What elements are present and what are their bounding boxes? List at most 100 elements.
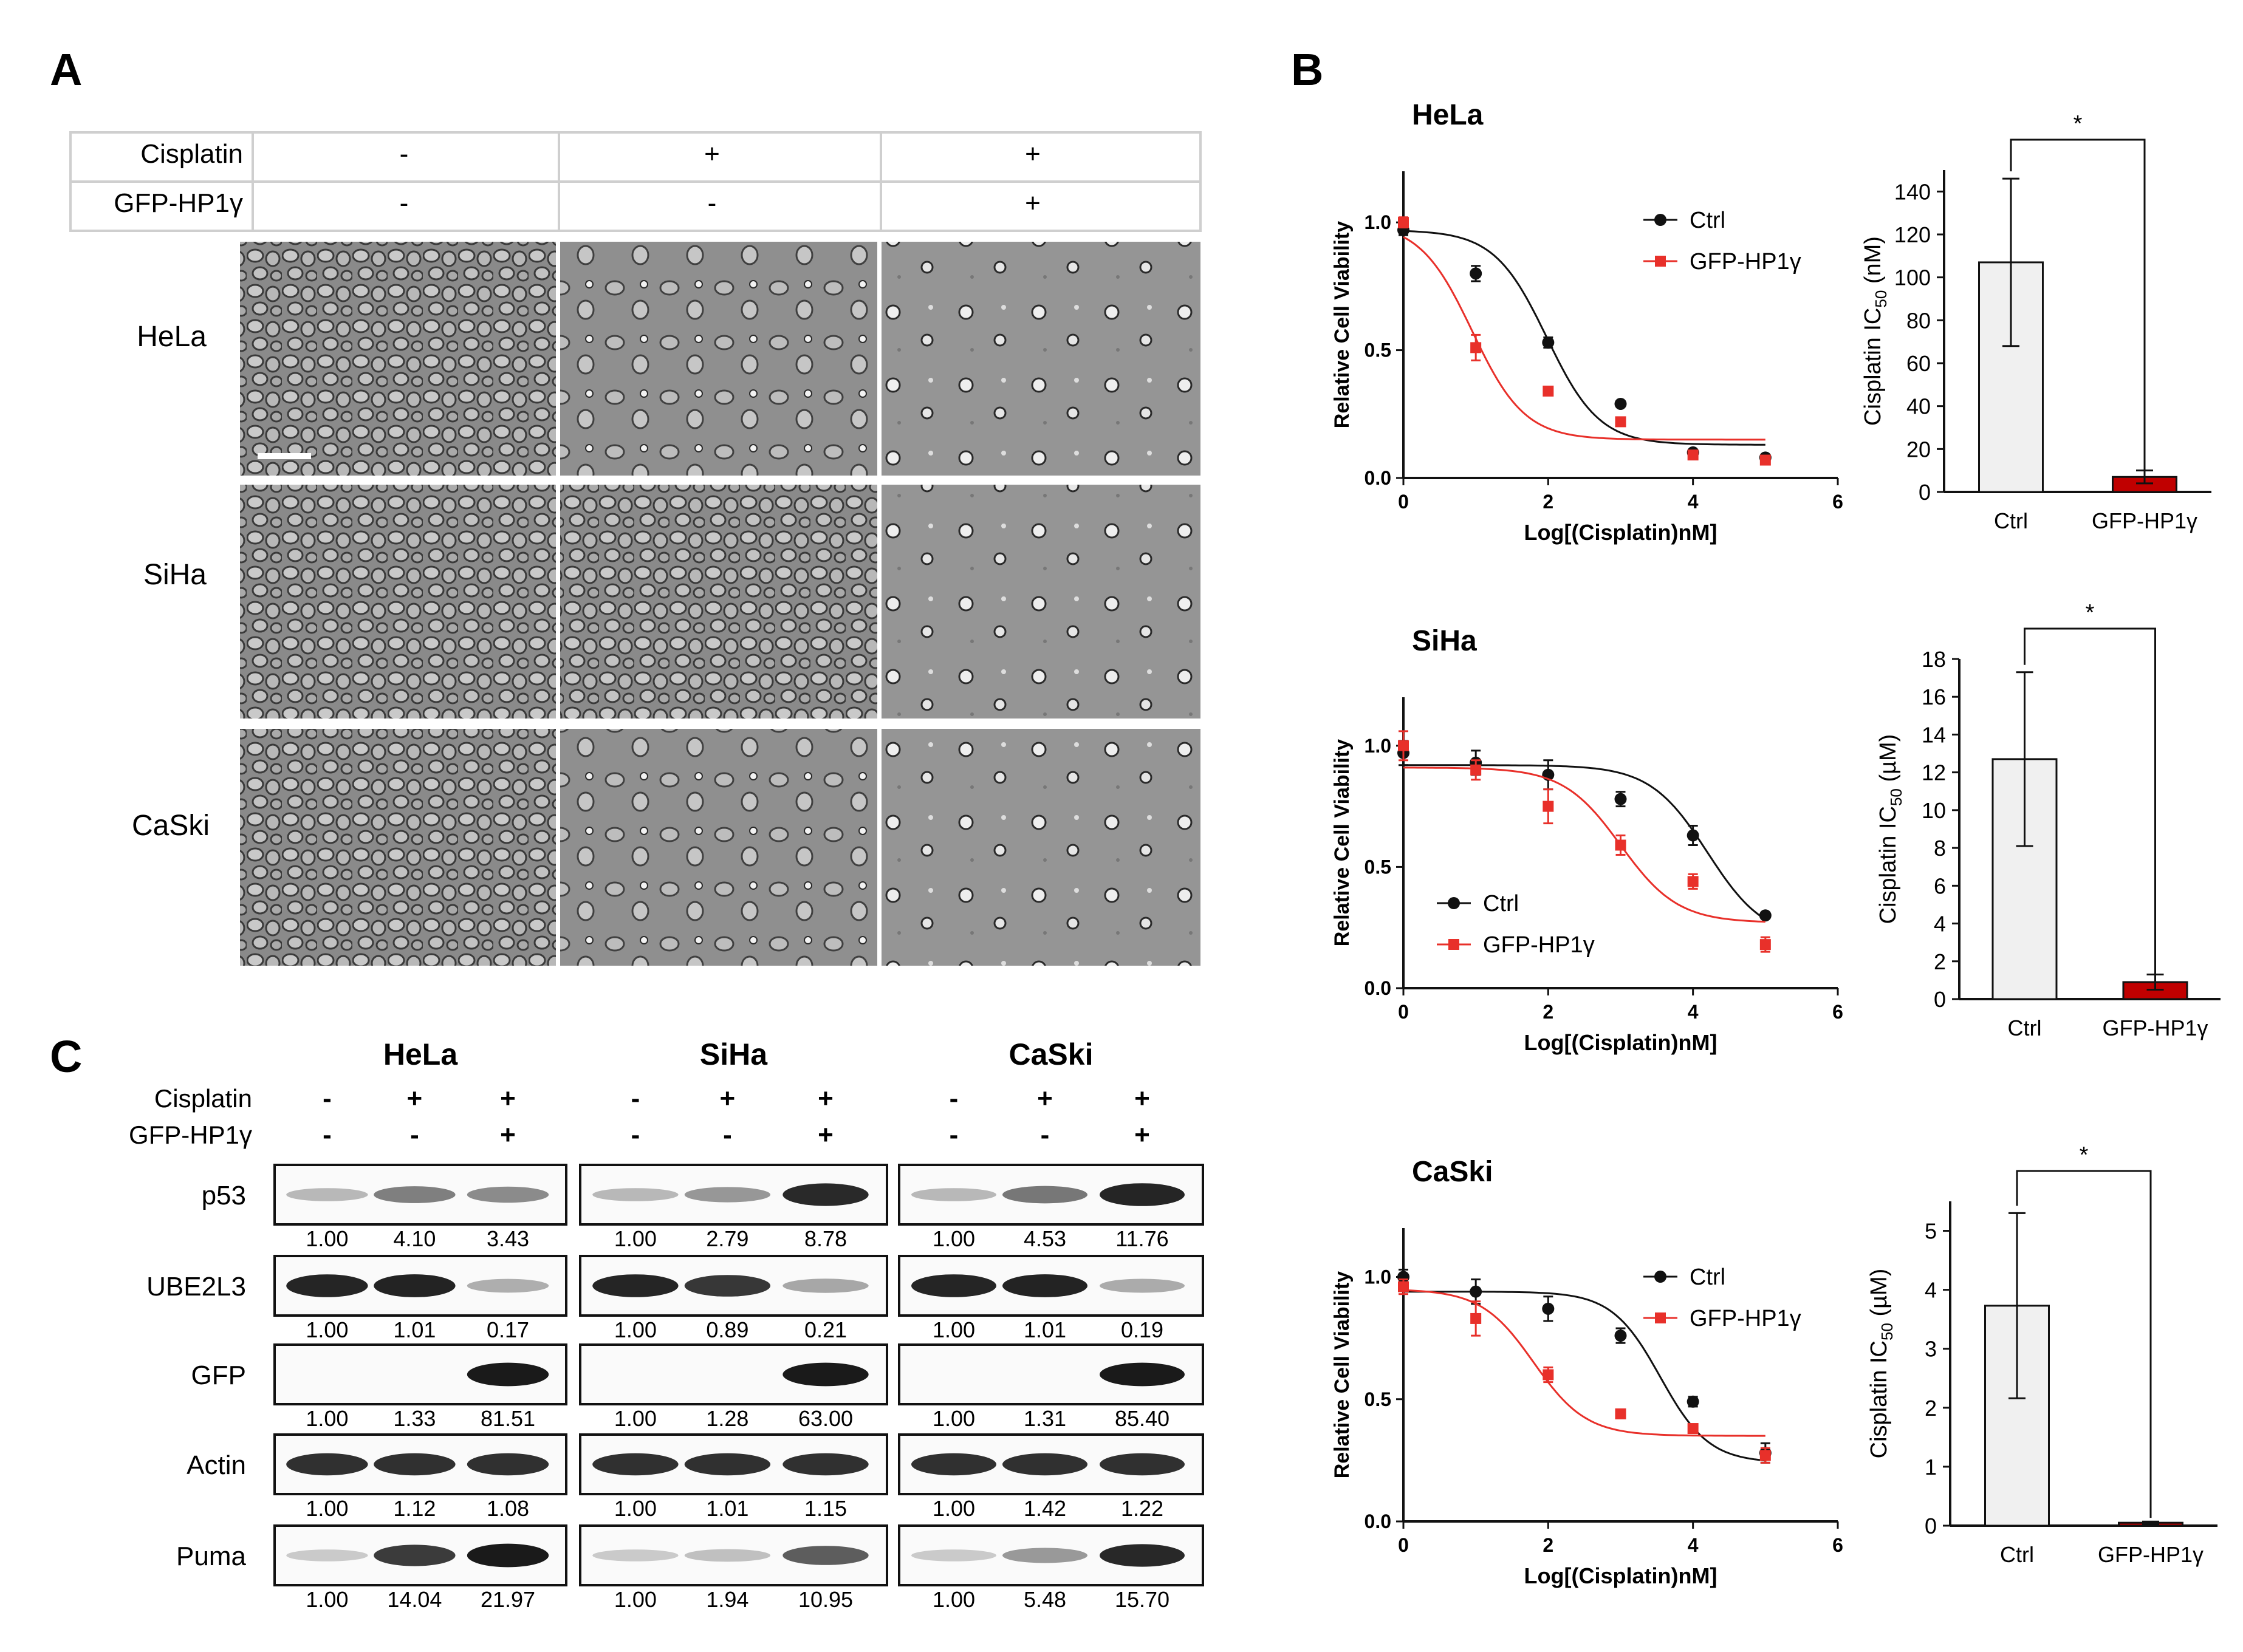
y-tick-label: 0.0 <box>1365 977 1391 999</box>
treatment-sign: + <box>818 1084 834 1113</box>
cell-line-header: HeLa <box>383 1037 458 1071</box>
legend-label: Ctrl <box>1690 208 1725 233</box>
western-blots: HeLa SiHa CaSki Cisplatin - + + - + + - + + GFP-HP1γ -… <box>129 1037 1204 1612</box>
micrograph <box>240 242 556 476</box>
table-row-label-gfp-hp1g: GFP-HP1γ <box>114 188 243 218</box>
blot-strip <box>898 1255 1204 1317</box>
y-axis-label: Cisplatin IC50 (nM) <box>1860 236 1890 426</box>
fit-curve <box>1403 1291 1765 1462</box>
legend-marker <box>1654 1271 1666 1283</box>
quantification-value: 1.12 <box>393 1496 436 1521</box>
x-tick-label: 2 <box>1543 1534 1553 1556</box>
quantification-value: 1.00 <box>933 1496 975 1521</box>
data-point <box>1759 909 1772 922</box>
data-point <box>1398 740 1409 751</box>
blot-band <box>592 1453 679 1476</box>
x-tick-label: 6 <box>1832 491 1843 513</box>
blot-strip <box>579 1164 888 1226</box>
y-tick-label: 140 <box>1894 179 1931 204</box>
fit-curve <box>1403 1289 1765 1437</box>
blot-label: Actin <box>187 1450 246 1480</box>
quantification-value: 1.00 <box>306 1496 348 1521</box>
quantification-value: 4.53 <box>1024 1226 1066 1251</box>
treatment-sign: - <box>1041 1120 1050 1150</box>
x-tick-label: GFP-HP1γ <box>2102 1015 2208 1040</box>
fit-curve <box>1403 230 1765 446</box>
significance-star: * <box>2080 1142 2089 1168</box>
quantification-value: 1.00 <box>306 1317 348 1342</box>
quantification-value: 1.00 <box>614 1317 657 1342</box>
y-axis-label-sub: 50 <box>1878 1323 1896 1340</box>
blot-strip <box>273 1433 567 1495</box>
blot-band <box>286 1453 368 1476</box>
blot-band <box>684 1549 771 1562</box>
blot-band <box>286 1274 368 1297</box>
legend-label: GFP-HP1γ <box>1690 1306 1801 1331</box>
treatment-sign: - <box>950 1120 959 1150</box>
blot-strip <box>898 1164 1204 1226</box>
y-tick-label: 80 <box>1906 308 1931 333</box>
legend-label: GFP-HP1γ <box>1483 932 1595 958</box>
ic50-bar-chart: 0 20 40 60 80 100 120 140 Cisplatin IC50 (nM) Ctr… <box>1860 111 2211 533</box>
blot-band <box>1002 1453 1087 1476</box>
blot-band <box>467 1453 549 1476</box>
y-tick-label: 1.0 <box>1365 1266 1391 1288</box>
data-point <box>1542 1302 1555 1315</box>
blot-label: UBE2L3 <box>146 1272 246 1302</box>
treatment-sign: - <box>410 1120 419 1150</box>
quantification-value: 2.79 <box>706 1226 748 1251</box>
quantification-value: 0.89 <box>706 1317 748 1342</box>
panel-label-a: A <box>50 44 82 95</box>
blot-label: GFP <box>191 1360 246 1390</box>
row-label-siha: SiHa <box>143 559 207 591</box>
row-label-hela: HeLa <box>137 321 207 353</box>
quantification-value: 1.00 <box>306 1587 348 1612</box>
legend-marker <box>1655 1312 1666 1323</box>
fit-curve <box>1403 766 1765 923</box>
blot-band <box>911 1274 996 1297</box>
blot-label: Puma <box>176 1541 246 1571</box>
data-point <box>1614 793 1627 805</box>
blot-band <box>467 1278 549 1293</box>
dose-response-chart: HeLa 0 2 4 6 0.0 0.5 1.0 Log[(Cisplatin)nM] Relat… <box>1330 99 1843 545</box>
y-tick-label: 60 <box>1906 351 1931 376</box>
blot-strip <box>273 1164 567 1226</box>
blot-band <box>286 1549 368 1562</box>
data-point <box>1615 1408 1626 1419</box>
dose-response-chart: CaSki 0 2 4 6 0.0 0.5 1.0 Log[(Cisplatin)nM] Rela… <box>1330 1156 1843 1588</box>
x-tick-label: 2 <box>1543 1001 1553 1023</box>
quantification-value: 1.00 <box>306 1406 348 1431</box>
blot-band <box>782 1278 869 1293</box>
quantification-value: 5.48 <box>1024 1587 1066 1612</box>
legend-marker <box>1448 897 1460 909</box>
treatment-sign: + <box>818 1120 834 1150</box>
blot-band <box>1100 1183 1185 1206</box>
legend-label: GFP-HP1γ <box>1690 249 1801 275</box>
blot-band <box>782 1453 869 1476</box>
y-tick-label: 120 <box>1894 222 1931 247</box>
blot-band <box>374 1544 456 1566</box>
blot-band <box>1100 1362 1185 1387</box>
blot-band <box>782 1546 869 1565</box>
blot-strip <box>898 1433 1204 1495</box>
chart-title: HeLa <box>1412 99 1484 131</box>
legend-marker <box>1655 256 1666 267</box>
treatment-sign: - <box>631 1084 640 1113</box>
significance-star: * <box>2073 111 2083 137</box>
quantification-value: 1.33 <box>393 1406 436 1431</box>
x-axis-label: Log[(Cisplatin)nM] <box>1524 520 1717 545</box>
quantification-value: 1.42 <box>1024 1496 1066 1521</box>
treatment-sign: + <box>1037 1084 1053 1113</box>
quantification-value: 1.00 <box>933 1226 975 1251</box>
y-tick-label: 2 <box>1934 949 1946 974</box>
blot-strip <box>579 1255 888 1317</box>
y-tick-label: 8 <box>1934 836 1946 861</box>
blot-band <box>911 1453 996 1476</box>
x-tick-label: GFP-HP1γ <box>2092 508 2197 533</box>
quantification-value: 1.08 <box>487 1496 529 1521</box>
data-point <box>1615 416 1626 428</box>
treatment-sign: - <box>723 1120 732 1150</box>
blot-label: p53 <box>202 1181 246 1210</box>
treatment-sign: + <box>500 1120 516 1150</box>
data-point <box>1470 764 1482 776</box>
